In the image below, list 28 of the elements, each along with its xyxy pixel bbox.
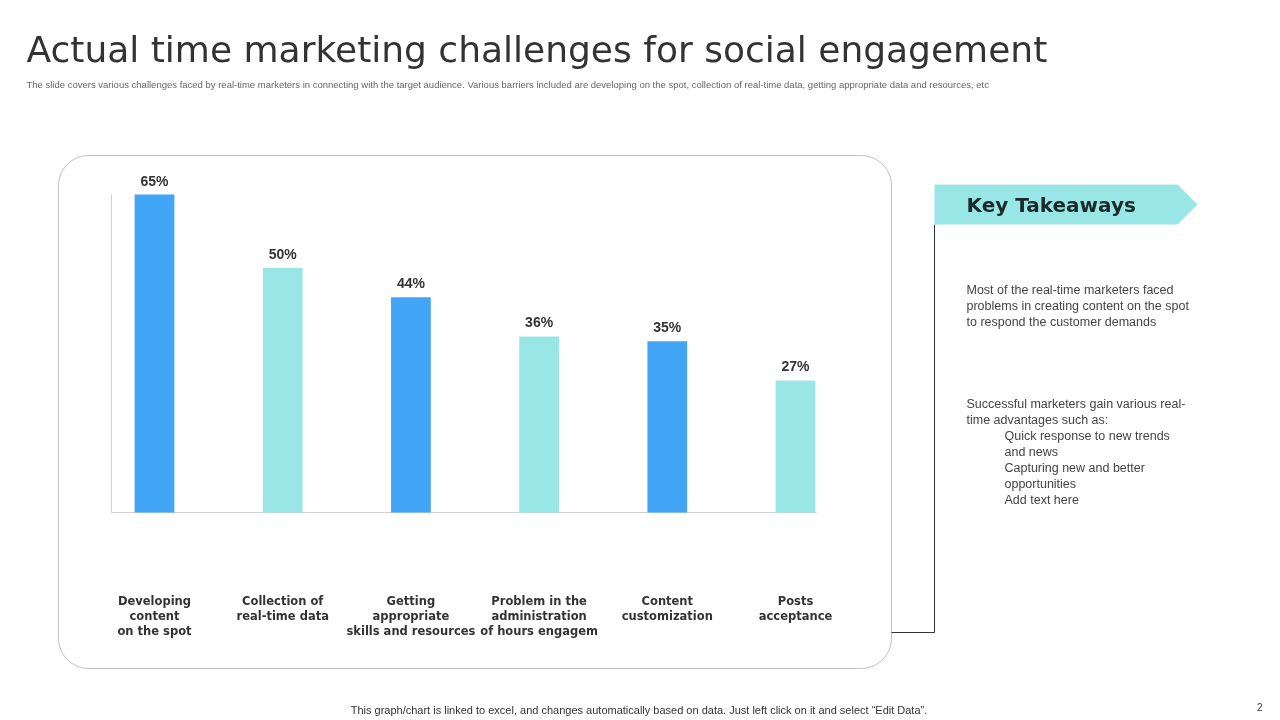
data-label: 35% — [653, 319, 682, 336]
chart-title: Actual time marketing challenges for social engagement — [26, 28, 1048, 70]
bar — [391, 297, 431, 513]
x-tick-label: Content customization — [621, 593, 713, 623]
text: Add text here — [1004, 492, 1079, 507]
x-tick-label: Developing content on the spot — [117, 593, 193, 639]
x-tick-label: Posts acceptance — [758, 593, 833, 623]
x-tick-label: Problem in the administration of hours engagem — [480, 593, 598, 639]
text: Quick response to new trends and news — [1004, 428, 1170, 459]
x-tick-label: Getting appropriate skills and resources — [346, 593, 476, 639]
data-label: 65% — [140, 172, 170, 189]
data-label: 27% — [781, 358, 811, 375]
data-label: 44% — [396, 275, 426, 292]
bar — [775, 380, 816, 513]
bar — [262, 267, 303, 513]
data-label: 36% — [525, 314, 554, 331]
bar — [134, 194, 175, 513]
text: Most of the real-time marketers faced problems in creating content on the spot to respond the customer demands — [966, 282, 1190, 329]
text: 2 — [1256, 701, 1263, 713]
chart-subtitle: The slide covers various challenges faced by real-time marketers in connecting with the target audience. Various barriers included are developing on the spot, collection of real-time data, getting appropriate data and resources, etc — [26, 78, 990, 90]
text: Key Takeaways — [966, 192, 1136, 217]
text: Successful marketers gain various real- time advantages such as: — [966, 396, 1186, 427]
bar — [647, 341, 688, 513]
bar — [519, 336, 559, 513]
data-label: 50% — [268, 245, 298, 262]
text: This graph/chart is linked to excel, and changes automatically based on data. Just left click on it and select “Edit Data”. — [350, 703, 928, 716]
text: Capturing new and better opportunities — [1004, 460, 1145, 491]
x-tick-label: Collection of real-time data — [236, 593, 329, 623]
